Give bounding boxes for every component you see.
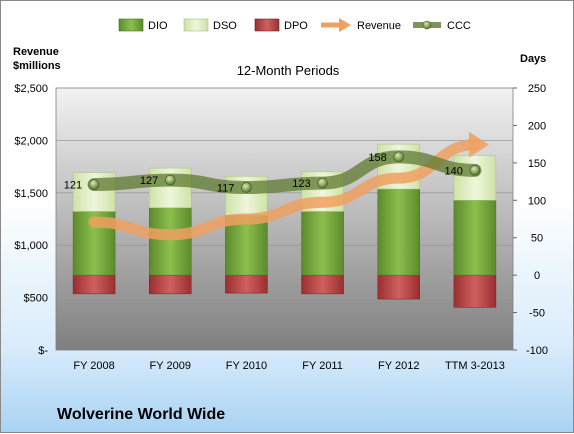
ccc-marker [317, 177, 328, 189]
ccc-marker [88, 179, 100, 190]
bar-dio [301, 211, 344, 276]
legend-label-dso: DSO [213, 20, 237, 32]
left-axis-label: Revenue $millions [13, 45, 61, 73]
left-axis-tick-label: $2,000 [14, 135, 48, 147]
legend-swatch-dso [183, 18, 209, 32]
left-axis-tick-label: $1,000 [14, 240, 48, 252]
right-axis-tick-label: 250 [528, 83, 546, 95]
left-axis-label-line2: $millions [13, 60, 61, 72]
ccc-data-label: 127 [140, 175, 158, 187]
right-axis-tick-label: 0 [534, 270, 540, 282]
legend-swatch-ccc-dot [422, 20, 432, 30]
bar-dpo [225, 274, 268, 294]
legend: DIO DSO DPO Revenue CCC [118, 18, 471, 32]
chart-title: 12-Month Periods [236, 63, 340, 78]
bar-dpo [453, 274, 497, 308]
ccc-data-label: 123 [292, 178, 310, 190]
left-axis-tick-label: $500 [24, 293, 48, 305]
legend-swatch-dio [118, 18, 144, 32]
revenue-line [88, 139, 481, 241]
right-axis-tick-label: 100 [528, 195, 546, 207]
ccc-series: 121 127 117 123 158 140 [64, 150, 482, 195]
legend-swatch-revenue-head [339, 18, 351, 32]
left-axis-tick-label: $2,500 [14, 83, 48, 95]
right-axis-tick-label: -50 [529, 308, 545, 320]
legend-label-dio: DIO [148, 20, 168, 32]
bar-dpo [149, 274, 192, 295]
x-tick-label: FY 2012 [378, 360, 419, 372]
bar-dio [377, 188, 420, 276]
bar-dio [453, 200, 497, 276]
ccc-marker [164, 174, 176, 186]
x-tick-label: FY 2010 [226, 360, 267, 372]
bar-dpo [301, 274, 344, 295]
legend-label-ccc: CCC [447, 20, 471, 32]
ccc-data-label: 121 [64, 180, 82, 192]
right-axis-tick-label: 150 [528, 158, 546, 170]
right-axis-tick-label: 200 [528, 120, 546, 132]
axes: $2,500 $2,000 $1,500 $1,000 $500 $- 250 200 150 1… [14, 83, 548, 372]
ccc-marker [393, 151, 405, 163]
bar-dio [149, 207, 192, 276]
ccc-marker [469, 165, 481, 176]
bar-dpo [377, 274, 420, 300]
plot-area [55, 87, 514, 351]
right-axis-tick-label: -100 [526, 345, 548, 357]
ccc-data-label: 117 [217, 183, 235, 195]
left-axis-tick-label: $1,500 [14, 188, 48, 200]
x-tick-label: FY 2011 [302, 360, 343, 372]
left-axis-tick-label: $- [38, 345, 48, 357]
ccc-data-label: 158 [368, 152, 386, 164]
x-tick-label: FY 2008 [73, 360, 114, 372]
bar-dpo [72, 274, 116, 295]
revenue-arrowhead [468, 131, 489, 158]
right-axis-tick-label: 50 [531, 233, 543, 245]
right-axis-label: Days [520, 53, 547, 65]
legend-label-revenue: Revenue [357, 20, 401, 32]
legend-label-dpo: DPO [284, 20, 308, 32]
legend-swatch-dpo [254, 18, 280, 32]
ccc-marker [241, 182, 252, 193]
revenue-series [88, 131, 489, 241]
x-tick-label: FY 2009 [150, 360, 191, 372]
gridlines [56, 139, 513, 299]
company-name: Wolverine World Wide [57, 406, 226, 423]
ccc-data-label: 140 [445, 165, 463, 177]
bar-dso [453, 155, 497, 201]
x-tick-label: TTM 3-2013 [445, 360, 505, 372]
left-axis-label-line1: Revenue [13, 46, 59, 58]
